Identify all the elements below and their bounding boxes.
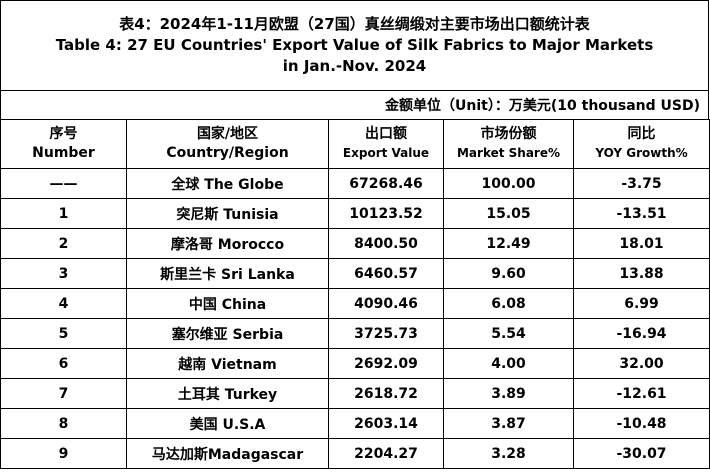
country-cell: 美国 U.S.A [126,408,329,439]
country-cell: 中国 China [126,288,329,319]
export-value-cell: 2692.09 [328,348,444,379]
row-number: 3 [0,258,127,289]
row-number: —— [0,168,127,199]
header-number: 序号 Number [0,119,127,169]
row-number: 1 [0,198,127,229]
unit-note: 金额单位（Unit）：万美元(10 thousand USD) [385,98,700,114]
yoy-growth-cell: 6.99 [573,288,710,319]
header-country: 国家/地区 Country/Region [126,119,329,169]
market-share-cell: 9.60 [443,258,574,289]
data-table: 序号 Number 国家/地区 Country/Region 出口额 Expor… [0,119,710,469]
export-value-cell: 2603.14 [328,408,444,439]
country-cell: 突尼斯 Tunisia [126,198,329,229]
export-value-cell: 6460.57 [328,258,444,289]
table-row: 6 越南 Vietnam 2692.09 4.00 32.00 [0,348,710,379]
export-value-cell: 4090.46 [328,288,444,319]
header-share-en: Market Share% [456,146,561,160]
table-row: 2 摩洛哥 Morocco 8400.50 12.49 18.01 [0,228,710,259]
export-value-cell: 67268.46 [328,168,444,199]
header-country-cn: 国家/地区 [196,126,259,142]
yoy-growth-cell: -12.61 [573,378,710,409]
title-chinese: 表4：2024年1-11月欧盟（27国）真丝绸缎对主要市场出口额统计表 [119,15,590,33]
table-title: 表4：2024年1-11月欧盟（27国）真丝绸缎对主要市场出口额统计表 Tabl… [0,0,709,90]
country-cell: 斯里兰卡 Sri Lanka [126,258,329,289]
row-number: 7 [0,378,127,409]
market-share-cell: 12.49 [443,228,574,259]
header-row: 序号 Number 国家/地区 Country/Region 出口额 Expor… [0,119,710,169]
yoy-growth-cell: -30.07 [573,438,710,469]
header-market-share: 市场份额 Market Share% [443,119,574,169]
row-number: 5 [0,318,127,349]
yoy-growth-cell: -16.94 [573,318,710,349]
row-number: 6 [0,348,127,379]
title-english: Table 4: 27 EU Countries' Export Value o… [55,36,654,54]
header-export-value: 出口额 Export Value [328,119,444,169]
yoy-growth-cell: -10.48 [573,408,710,439]
header-export-en: Export Value [342,146,430,160]
row-number: 2 [0,228,127,259]
header-country-en: Country/Region [166,145,289,161]
header-number-cn: 序号 [49,126,78,142]
table-row: 7 土耳其 Turkey 2618.72 3.89 -12.61 [0,378,710,409]
row-number: 9 [0,438,127,469]
header-yoy-en: YOY Growth% [595,146,688,160]
yoy-growth-cell: -13.51 [573,198,710,229]
table-row: 3 斯里兰卡 Sri Lanka 6460.57 9.60 13.88 [0,258,710,289]
country-cell: 土耳其 Turkey [126,378,329,409]
header-share-cn: 市场份额 [480,126,537,142]
export-value-cell: 10123.52 [328,198,444,229]
export-value-cell: 2204.27 [328,438,444,469]
country-cell: 全球 The Globe [126,168,329,199]
country-cell: 越南 Vietnam [126,348,329,379]
yoy-growth-cell: 32.00 [573,348,710,379]
market-share-cell: 15.05 [443,198,574,229]
market-share-cell: 3.87 [443,408,574,439]
table-row: 5 塞尔维亚 Serbia 3725.73 5.54 -16.94 [0,318,710,349]
row-number: 8 [0,408,127,439]
market-share-cell: 3.28 [443,438,574,469]
export-value-cell: 8400.50 [328,228,444,259]
yoy-growth-cell: 13.88 [573,258,710,289]
table-row: —— 全球 The Globe 67268.46 100.00 -3.75 [0,168,710,199]
market-share-cell: 3.89 [443,378,574,409]
country-cell: 塞尔维亚 Serbia [126,318,329,349]
table-row: 4 中国 China 4090.46 6.08 6.99 [0,288,710,319]
header-yoy-growth: 同比 YOY Growth% [573,119,710,169]
header-number-en: Number [32,145,95,161]
market-share-cell: 5.54 [443,318,574,349]
country-cell: 马达加斯Madagascar [126,438,329,469]
yoy-growth-cell: 18.01 [573,228,710,259]
table-row: 9 马达加斯Madagascar 2204.27 3.28 -30.07 [0,438,710,469]
table-row: 8 美国 U.S.A 2603.14 3.87 -10.48 [0,408,710,439]
row-number: 4 [0,288,127,319]
header-yoy-cn: 同比 [627,126,656,142]
market-share-cell: 100.00 [443,168,574,199]
market-share-cell: 4.00 [443,348,574,379]
header-export-cn: 出口额 [365,126,407,142]
country-cell: 摩洛哥 Morocco [126,228,329,259]
title-period: in Jan.-Nov. 2024 [282,57,427,75]
table-row: 1 突尼斯 Tunisia 10123.52 15.05 -13.51 [0,198,710,229]
yoy-growth-cell: -3.75 [573,168,710,199]
market-share-cell: 6.08 [443,288,574,319]
export-value-cell: 2618.72 [328,378,444,409]
export-value-cell: 3725.73 [328,318,444,349]
unit-note-row: 金额单位（Unit）：万美元(10 thousand USD) [0,90,709,119]
